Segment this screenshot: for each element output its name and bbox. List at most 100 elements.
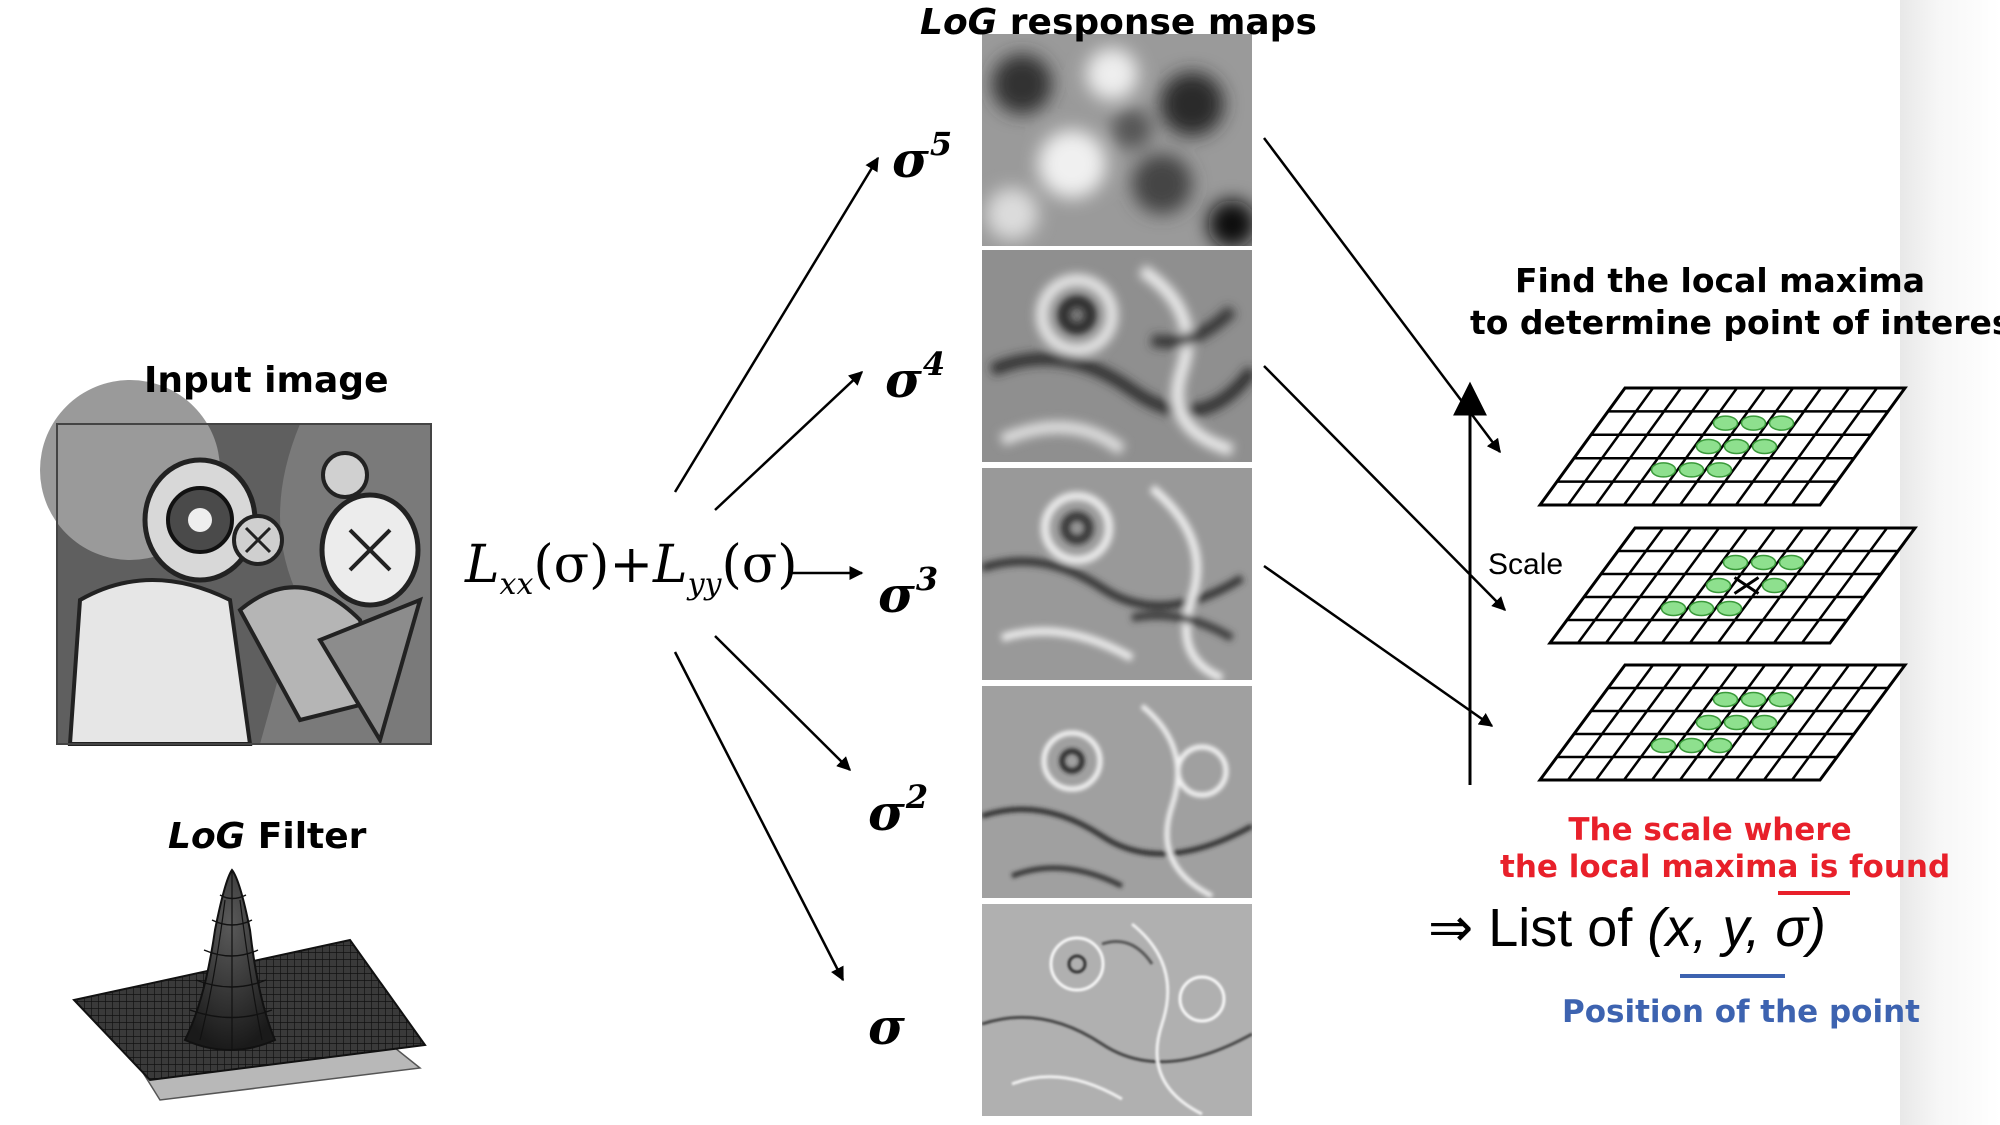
find-local-maxima-title: Find the local maxima to determine point…	[1470, 260, 2000, 344]
find-local-maxima-line1: Find the local maxima	[1514, 261, 1926, 300]
maxima-neighbor-dot	[1712, 415, 1739, 431]
formula-sub-xx: xx	[499, 567, 534, 602]
scale-axis-label: Scale	[1488, 548, 1564, 581]
maxima-neighbor-dot	[1723, 438, 1750, 455]
grid-col-line	[1604, 527, 1693, 644]
maxima-neighbor-dot	[1768, 691, 1795, 708]
log-response-map-sigma4	[982, 250, 1252, 462]
sigma-label-4: σ4	[885, 345, 945, 409]
response-map-texture	[982, 468, 1252, 680]
maxima-neighbor-dot	[1712, 691, 1739, 708]
grid-col-line	[1566, 387, 1655, 506]
maxima-neighbor-dot	[1751, 438, 1778, 455]
sigma-exponent: 3	[915, 560, 939, 598]
formula-L1: L	[465, 535, 500, 595]
sigma-label-5: σ5	[892, 125, 952, 189]
maxima-neighbor-dot	[1678, 737, 1705, 754]
grid-col-line	[1716, 527, 1805, 644]
grid-col-line	[1790, 664, 1879, 781]
maxima-neighbor-dot	[1716, 600, 1743, 617]
scale-grid-middle	[1547, 526, 1918, 645]
log-filter-title: LoG Filter	[168, 816, 366, 857]
log-formula: Lxx(σ)+Lyy(σ)	[465, 535, 798, 602]
local-maximum-marker	[1733, 576, 1760, 595]
implies-arrow: ⇒	[1428, 898, 1474, 958]
maxima-neighbor-dot	[1706, 462, 1733, 478]
list-of-points: ⇒ List of (x, y, σ)	[1428, 896, 1826, 959]
grid-col-line	[1800, 527, 1889, 644]
grid-col-line	[1650, 387, 1739, 506]
grid-col-line	[1594, 664, 1683, 781]
sigma-base: σ	[892, 130, 929, 189]
log-response-map-sigma3	[982, 468, 1252, 680]
grid-col-line	[1576, 527, 1665, 644]
log-response-maps-title: LoG response maps	[920, 2, 1317, 43]
input-image	[40, 380, 432, 746]
grid-col-line	[1660, 527, 1749, 644]
grid-col-line	[1706, 387, 1795, 506]
log-response-maps-title-italic: LoG	[920, 2, 998, 43]
input-image-title: Input image	[144, 360, 389, 401]
response-map-texture	[982, 34, 1252, 246]
log-response-map-sigma2	[982, 686, 1252, 898]
grid-col-line	[1678, 387, 1767, 506]
maxima-neighbor-dot	[1688, 600, 1715, 617]
sigma-exponent: 5	[929, 125, 953, 163]
grid-col-line	[1734, 664, 1823, 781]
log-response-map-sigma5	[982, 34, 1252, 246]
scale-where-line2: the local maxima is found	[1500, 849, 1951, 885]
formula-L2: L	[653, 535, 688, 595]
grid-col-line	[1622, 387, 1711, 506]
grid-col-line	[1790, 387, 1879, 506]
log-response-map-sigma1	[982, 904, 1252, 1116]
log-filter-title-rest: Filter	[245, 816, 367, 857]
maxima-neighbor-dot	[1750, 554, 1777, 571]
maxima-neighbor-dot	[1722, 554, 1749, 571]
list-prefix: List of	[1488, 898, 1648, 958]
log-filter-title-italic: LoG	[168, 816, 246, 857]
maxima-neighbor-dot	[1751, 714, 1778, 731]
grid-col-line	[1622, 664, 1711, 781]
sigma-base: σ	[868, 997, 905, 1056]
formula-arrows	[673, 156, 880, 982]
log-filter-surface	[72, 868, 427, 1101]
maxima-neighbor-dot	[1723, 714, 1750, 731]
grid-col-line	[1772, 527, 1861, 644]
sigma-exponent: 4	[922, 345, 946, 383]
maxima-neighbor-dot	[1660, 600, 1687, 617]
grid-col-line	[1650, 664, 1739, 781]
grid-col-line	[1632, 527, 1721, 644]
maxima-neighbor-dot	[1768, 415, 1795, 431]
grid-col-line	[1566, 664, 1655, 781]
grid-col-line	[1744, 527, 1833, 644]
scale-grid-bottom	[1537, 663, 1908, 782]
maxima-neighbor-dot	[1761, 577, 1788, 594]
response-map-texture	[982, 904, 1252, 1116]
grid-col-line	[1594, 387, 1683, 506]
maxima-neighbor-dot	[1705, 577, 1732, 594]
formula-sub-yy: yy	[687, 567, 722, 602]
sigma-label-3: σ3	[878, 560, 938, 624]
input-image-title-text: Input image	[144, 360, 389, 401]
grid-col-line	[1762, 664, 1851, 781]
sigma-base: σ	[868, 783, 905, 842]
maxima-neighbor-dot	[1650, 462, 1677, 478]
grid-col-line	[1678, 664, 1767, 781]
grid-col-line	[1688, 527, 1777, 644]
log-response-maps-title-rest: response maps	[997, 2, 1317, 43]
sigma-label-2: σ2	[868, 778, 928, 842]
sigma-base: σ	[878, 565, 915, 624]
find-local-maxima-line2: to determine point of interest	[1470, 303, 2000, 342]
grid-col-line	[1762, 387, 1851, 506]
response-map-texture	[982, 250, 1252, 462]
list-tuple: (x, y, σ)	[1647, 898, 1826, 958]
maxima-neighbor-dot	[1778, 554, 1805, 571]
maxima-neighbor-dot	[1678, 462, 1705, 478]
scale-grid-top	[1537, 386, 1908, 507]
formula-sigma1: (σ)	[533, 535, 610, 595]
scale-grid-stack	[1537, 386, 1918, 782]
grid-col-line	[1706, 664, 1795, 781]
sigma-base: σ	[885, 350, 922, 409]
maxima-neighbor-dot	[1706, 737, 1733, 754]
